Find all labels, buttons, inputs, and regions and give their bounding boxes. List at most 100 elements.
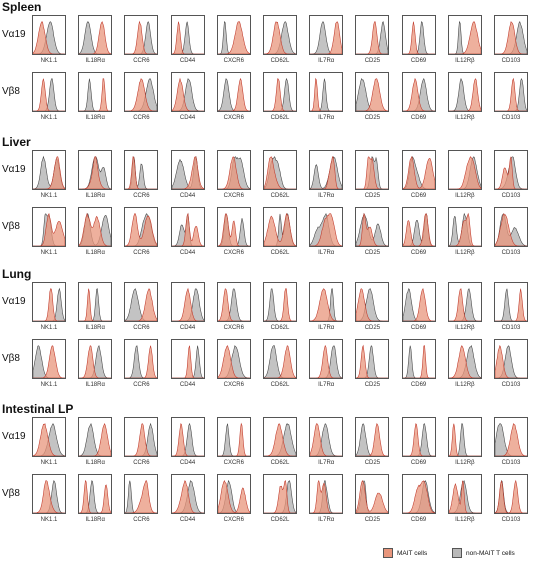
marker-label: CD25	[364, 460, 381, 466]
mait-histogram	[125, 213, 158, 246]
histogram-plot	[448, 423, 481, 456]
marker-label: CD69	[410, 193, 427, 199]
non-mait-histogram	[448, 77, 481, 111]
marker-label: IL18Rα	[85, 382, 105, 388]
marker-label: NK1.1	[40, 58, 58, 64]
marker-label: CD44	[179, 58, 196, 64]
mait-histogram	[495, 77, 527, 111]
histogram-plot	[79, 288, 112, 321]
histogram-plot	[171, 77, 204, 111]
histogram-panel	[216, 207, 251, 247]
histogram-panel	[447, 150, 482, 190]
mait-histogram	[402, 287, 435, 321]
marker-label: IL7Rα	[318, 517, 335, 523]
marker-label: CD69	[410, 517, 427, 523]
marker-label: CCR6	[133, 58, 150, 64]
marker-label: CD69	[410, 382, 427, 388]
legend-label: MAIT cells	[397, 549, 428, 557]
histogram-panel	[494, 339, 528, 379]
marker-label: IL12Rβ	[455, 58, 475, 64]
histogram-plot	[310, 479, 343, 513]
histogram-plot	[217, 212, 250, 246]
non-mait-histogram	[79, 21, 112, 54]
mait-histogram	[310, 423, 343, 456]
histogram-plot	[356, 78, 389, 111]
histogram-panel	[401, 339, 436, 379]
histogram-panel	[170, 207, 205, 247]
histogram-panel	[124, 339, 159, 379]
marker-label: NK1.1	[40, 460, 58, 466]
mait-histogram	[125, 345, 158, 378]
histogram-plot	[448, 345, 481, 378]
histogram-panel	[309, 474, 344, 514]
histogram-plot	[310, 344, 343, 378]
mait-histogram	[264, 78, 296, 111]
non-mait-histogram	[125, 156, 158, 189]
histogram-plot	[125, 422, 158, 456]
marker-label: CXCR6	[223, 58, 244, 64]
histogram-plot	[217, 345, 250, 378]
histogram-panel	[494, 150, 528, 190]
marker-label: IL7Rα	[318, 58, 335, 64]
histogram-panel	[494, 417, 528, 457]
histogram-plot	[264, 423, 296, 456]
histogram-plot	[33, 345, 65, 378]
histogram-plot	[356, 212, 389, 246]
marker-label: CD69	[410, 460, 427, 466]
marker-label: IL7Rα	[318, 460, 335, 466]
histogram-plot	[33, 212, 65, 246]
histogram-plot	[356, 423, 389, 456]
histogram-plot	[356, 480, 389, 513]
marker-label: CCR6	[133, 325, 150, 331]
non-mait-histogram	[125, 345, 158, 378]
marker-label: CXCR6	[223, 193, 244, 199]
marker-label: NK1.1	[40, 325, 58, 331]
non-mait-histogram	[79, 422, 112, 456]
marker-label: CD69	[410, 115, 427, 121]
mait-histogram	[79, 288, 112, 321]
histogram-plot	[495, 213, 527, 246]
mait-histogram	[33, 345, 65, 378]
marker-label: IL12Rβ	[455, 115, 475, 121]
histogram-plot	[171, 21, 204, 54]
histogram-panel	[355, 339, 390, 379]
histogram-plot	[356, 156, 389, 189]
marker-label: IL18Rα	[85, 460, 105, 466]
legend-item: MAIT cells	[383, 548, 427, 558]
histogram-plot	[171, 422, 204, 456]
mait-histogram	[402, 213, 435, 246]
histogram-plot	[264, 480, 296, 513]
histogram-panel	[355, 417, 390, 457]
histogram-plot	[448, 20, 481, 54]
histogram-panel	[78, 282, 113, 322]
mait-histogram	[402, 21, 435, 54]
histogram-panel	[447, 474, 482, 514]
histogram-plot	[356, 21, 389, 54]
row-label: Vα19	[2, 431, 26, 442]
marker-label: CD62L	[270, 517, 290, 523]
histogram-plot	[217, 422, 250, 456]
mait-histogram	[495, 479, 527, 513]
non-mait-histogram	[402, 78, 435, 111]
mait-histogram	[33, 288, 65, 321]
histogram-panel	[401, 417, 436, 457]
marker-label: CD69	[410, 325, 427, 331]
histogram-panel	[494, 474, 528, 514]
mait-histogram	[402, 345, 435, 378]
mait-histogram	[171, 287, 204, 321]
mait-histogram	[264, 480, 296, 513]
histogram-plot	[310, 423, 343, 456]
mait-histogram	[33, 21, 65, 54]
histogram-plot	[79, 78, 112, 111]
row-label: Vβ8	[2, 488, 20, 499]
mait-histogram	[171, 21, 204, 54]
histogram-plot	[495, 479, 527, 513]
mait-histogram	[495, 345, 527, 378]
histogram-plot	[495, 77, 527, 111]
mait-histogram	[402, 77, 435, 111]
mait-histogram	[125, 20, 158, 54]
histogram-plot	[33, 21, 65, 54]
histogram-panel	[263, 282, 297, 322]
marker-label: CD103	[501, 382, 521, 388]
histogram-panel	[32, 150, 66, 190]
